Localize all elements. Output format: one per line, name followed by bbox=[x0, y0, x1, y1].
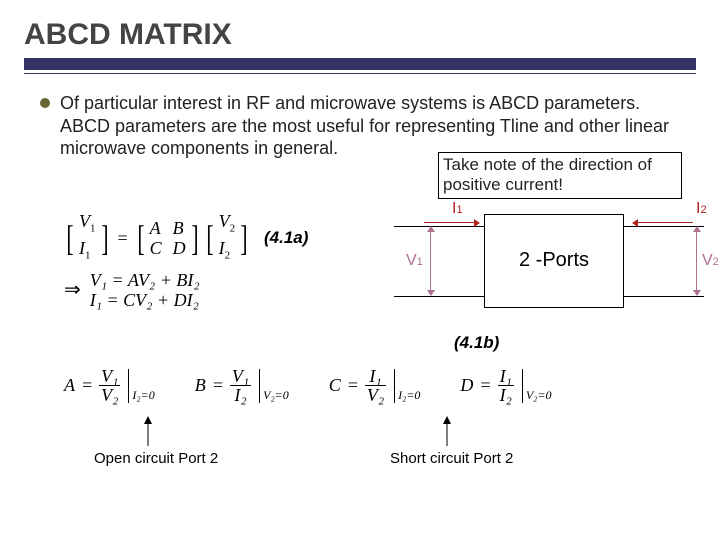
scalar-eq-2: I₁ = CV₂ + DI₂ bbox=[90, 291, 200, 309]
def-D: D= I₁I₂ V₂=0 bbox=[460, 368, 551, 403]
v2-voltage-arrow bbox=[696, 232, 697, 290]
v2-label: V2 bbox=[702, 252, 719, 270]
two-port-box: 2 -Ports bbox=[484, 214, 624, 308]
arrow-up-icon bbox=[442, 416, 452, 451]
def-A: A= V₁V₂ I₂=0 bbox=[64, 368, 155, 403]
bullet-item: Of particular interest in RF and microwa… bbox=[24, 92, 696, 160]
i1-current-arrow bbox=[424, 222, 474, 223]
eq-label-41b: (4.1b) bbox=[454, 333, 499, 353]
paragraph-text: Of particular interest in RF and microwa… bbox=[60, 93, 669, 158]
open-circuit-note: Open circuit Port 2 bbox=[94, 450, 218, 467]
arrow-up-icon bbox=[143, 416, 153, 451]
i1-label: I1 bbox=[452, 200, 463, 218]
i2-label: I2 bbox=[696, 200, 707, 218]
i2-current-arrow bbox=[638, 222, 693, 223]
def-B: B= V₁I₂ V₂=0 bbox=[195, 368, 289, 403]
short-circuit-note: Short circuit Port 2 bbox=[390, 450, 513, 467]
bullet-icon bbox=[40, 98, 50, 108]
slide-title: ABCD MATRIX bbox=[24, 18, 696, 52]
v1-voltage-arrow bbox=[430, 232, 431, 290]
paragraph: Of particular interest in RF and microwa… bbox=[60, 92, 686, 160]
scalar-eq-1: V₁ = AV₂ + BI₂ bbox=[90, 271, 200, 289]
def-C: C= I₁V₂ I₂=0 bbox=[329, 368, 421, 403]
v1-label: V1 bbox=[406, 252, 423, 270]
slide: ABCD MATRIX Of particular interest in RF… bbox=[0, 0, 720, 540]
matrix-equation: [ V1 I1 ] = [ A C B D ] [ V bbox=[64, 212, 250, 309]
two-port-diagram: 2 -Ports I1 I2 V1 V2 bbox=[394, 196, 714, 316]
eq-label-41a: (4.1a) bbox=[264, 228, 308, 248]
title-rule bbox=[24, 58, 696, 78]
content-area: [ V1 I1 ] = [ A C B D ] [ V bbox=[24, 168, 696, 508]
abcd-definitions: A= V₁V₂ I₂=0 B= V₁I₂ V₂=0 C= I₁V₂ I₂=0 D… bbox=[64, 368, 551, 403]
